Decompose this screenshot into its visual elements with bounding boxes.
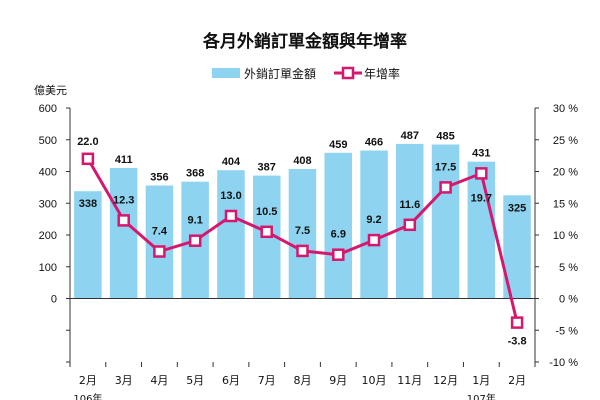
legend-marker-swatch <box>341 66 355 80</box>
bar-value-label: 431 <box>472 148 490 160</box>
y-left-unit-label: 億美元 <box>34 84 67 97</box>
x-tick-label: 9月 <box>329 374 347 387</box>
bar-value-label: 411 <box>115 154 133 166</box>
y-right-tick-label: 0 % <box>559 294 578 306</box>
bar-value-label: 408 <box>293 155 311 167</box>
y-right-tick-label: -5 % <box>555 325 578 337</box>
rate-value-label: 22.0 <box>77 136 98 148</box>
bar <box>431 144 460 299</box>
rate-point <box>403 218 417 232</box>
year-label: 107年 <box>467 392 496 400</box>
rate-point <box>260 225 273 239</box>
y-left-tick-label: 200 <box>39 230 57 242</box>
y-left-tick-label: 400 <box>39 167 57 179</box>
bar-value-label: 487 <box>401 130 419 142</box>
y-left-tick-label: 600 <box>39 103 57 115</box>
legend-bar-label: 外銷訂單金額 <box>244 66 316 81</box>
x-tick-label: 5月 <box>186 374 204 387</box>
bar <box>360 150 388 299</box>
rate-value-label: 17.5 <box>435 161 456 173</box>
y-right-tick-label: 10 % <box>553 230 578 242</box>
rate-value-label: 9.2 <box>366 214 381 226</box>
y-right-tick-label: 30 % <box>553 103 578 115</box>
rate-point <box>367 233 381 247</box>
rate-point <box>81 152 95 166</box>
rate-value-label: 11.6 <box>399 199 420 211</box>
bar-value-label: 356 <box>150 172 168 184</box>
rate-point <box>188 234 202 247</box>
rate-value-label: 6.9 <box>331 229 346 241</box>
bar-value-label: 325 <box>508 202 526 214</box>
rate-point <box>153 245 166 258</box>
y-left-tick-label: 300 <box>39 198 57 210</box>
y-left-tick-label: 500 <box>39 135 57 147</box>
rate-value-label: 12.3 <box>113 194 134 206</box>
rate-value-label: 13.0 <box>220 190 241 202</box>
bar-value-label: 459 <box>329 139 347 151</box>
y-right-tick-label: -10 % <box>549 357 578 369</box>
y-right-tick-label: 20 % <box>553 167 578 179</box>
legend-bar-swatch <box>212 68 240 78</box>
x-tick-label: 2月 <box>79 374 97 387</box>
chart-title: 各月外銷訂單金額與年增率 <box>202 31 407 52</box>
x-tick-label: 10月 <box>362 374 387 387</box>
year-label: 106年 <box>73 392 102 400</box>
bar-value-label: 368 <box>186 168 204 180</box>
rate-point <box>296 244 309 258</box>
bar-value-label: 387 <box>258 162 276 174</box>
bar <box>467 161 496 299</box>
x-tick-label: 12月 <box>433 374 458 387</box>
bar-value-label: 404 <box>222 156 241 168</box>
bar-value-label: 338 <box>79 198 97 210</box>
bar <box>74 191 102 299</box>
bar-value-label: 466 <box>365 137 383 149</box>
rate-point <box>332 248 345 261</box>
bar <box>109 168 138 299</box>
bar-value-label: 485 <box>436 131 454 143</box>
y-left-tick-label: 0 <box>51 294 57 306</box>
rate-value-label: -3.8 <box>508 336 527 348</box>
x-tick-label: 8月 <box>294 374 312 387</box>
x-tick-label: 1月 <box>472 374 490 387</box>
y-left-tick-label: 100 <box>39 262 57 274</box>
rate-point <box>117 214 130 227</box>
rate-value-label: 7.5 <box>295 225 310 237</box>
x-tick-label: 7月 <box>258 374 276 387</box>
bar <box>288 169 317 299</box>
bar <box>324 152 352 299</box>
x-tick-label: 3月 <box>115 374 133 387</box>
x-tick-label: 11月 <box>397 374 422 387</box>
legend: 外銷訂單金額 年增率 <box>212 66 400 81</box>
legend-line-label: 年增率 <box>364 66 400 81</box>
x-tick-label: 6月 <box>222 374 240 387</box>
y-right-tick-label: 5 % <box>559 262 578 274</box>
rate-value-label: 7.4 <box>152 226 168 238</box>
rate-point <box>475 167 488 180</box>
rate-point <box>510 316 524 329</box>
rate-value-label: 19.7 <box>471 192 492 204</box>
y-right-tick-label: 15 % <box>553 198 578 210</box>
rate-point <box>439 181 452 194</box>
rate-value-label: 9.1 <box>188 215 203 227</box>
bar <box>217 170 245 299</box>
rate-point <box>224 209 238 223</box>
x-tick-label: 4月 <box>150 374 168 387</box>
x-tick-label: 2月 <box>508 374 526 387</box>
plot-area: 0 100 200 300 400 500 600 -10 % -5 % 0 % 5 % 10 % 15… <box>39 103 579 400</box>
y-right-tick-label: 25 % <box>553 135 578 147</box>
rate-value-label: 10.5 <box>256 206 277 218</box>
